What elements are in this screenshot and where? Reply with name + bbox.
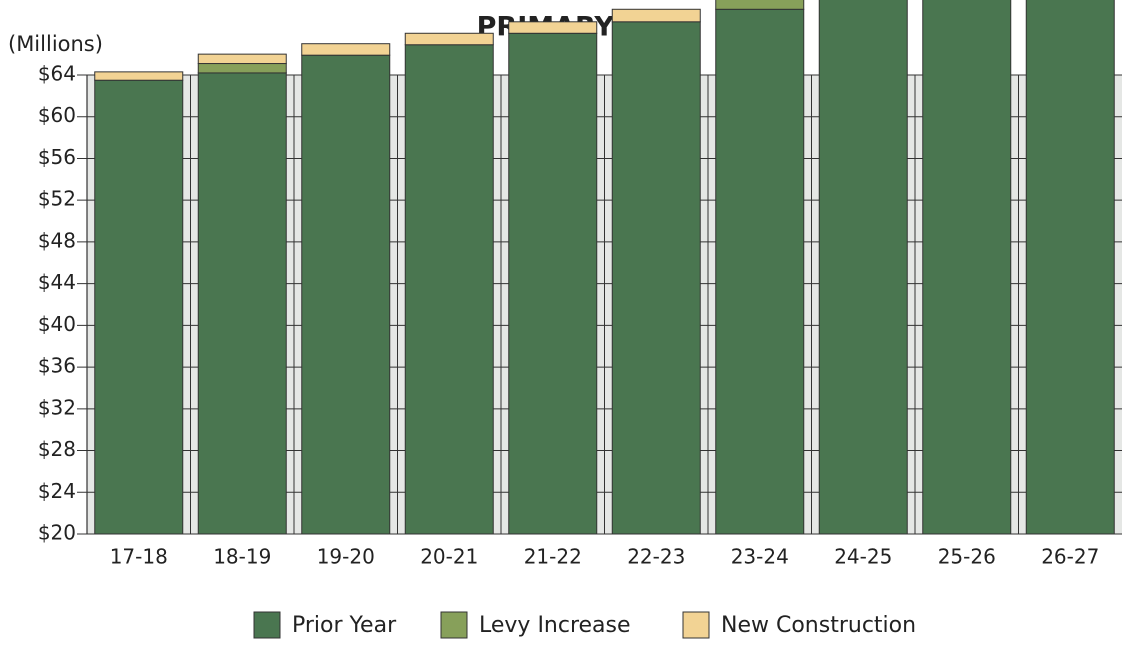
y-tick-label: $44: [38, 270, 76, 294]
y-tick-label: $24: [38, 479, 76, 503]
legend-label: New Construction: [721, 613, 916, 638]
x-tick-label: 17-18: [110, 545, 168, 569]
legend-swatch: [682, 611, 710, 639]
y-tick-label: $32: [38, 395, 76, 419]
x-tick-label: 24-25: [834, 545, 892, 569]
y-tick-label: $36: [38, 354, 76, 378]
x-tick-label: 22-23: [627, 545, 685, 569]
bar-segment: [715, 8, 805, 535]
bar-segment: [301, 43, 391, 56]
y-tick-label: $28: [38, 437, 76, 461]
x-tick-label: 21-22: [524, 545, 582, 569]
bar-segment: [197, 53, 287, 65]
legend-swatch: [440, 611, 468, 639]
y-tick-label: $20: [38, 521, 76, 545]
bar-segment: [94, 71, 184, 81]
x-tick-label: 23-24: [731, 545, 789, 569]
bar-segment: [818, 0, 908, 535]
y-tick-label: $48: [38, 228, 76, 252]
bar-segment: [508, 32, 598, 535]
x-tick-label: 19-20: [317, 545, 375, 569]
y-tick-label: $60: [38, 103, 76, 127]
y-tick-label: $52: [38, 187, 76, 211]
x-tick-label: 26-27: [1041, 545, 1099, 569]
bar-segment: [197, 63, 287, 74]
legend-label: Levy Increase: [479, 613, 631, 638]
bar-segment: [301, 54, 391, 535]
x-tick-label: 25-26: [938, 545, 996, 569]
y-tick-label: $64: [38, 62, 76, 86]
bar-segment: [715, 0, 805, 10]
bar-segment: [197, 72, 287, 535]
bar-segment: [611, 8, 701, 23]
bar-segment: [508, 21, 598, 34]
bar-segment: [922, 0, 1012, 535]
bar-segment: [404, 44, 494, 535]
bar-segment: [94, 79, 184, 535]
legend-label: Prior Year: [292, 613, 397, 638]
y-tick-label: $40: [38, 312, 76, 336]
bar-segment: [404, 32, 494, 46]
y-axis-label: (Millions): [8, 32, 103, 56]
y-tick-label: $56: [38, 145, 76, 169]
x-tick-label: 18-19: [213, 545, 271, 569]
bar-segment: [1025, 0, 1115, 535]
legend-swatch: [253, 611, 281, 639]
bar-segment: [611, 21, 701, 535]
x-tick-label: 20-21: [420, 545, 478, 569]
